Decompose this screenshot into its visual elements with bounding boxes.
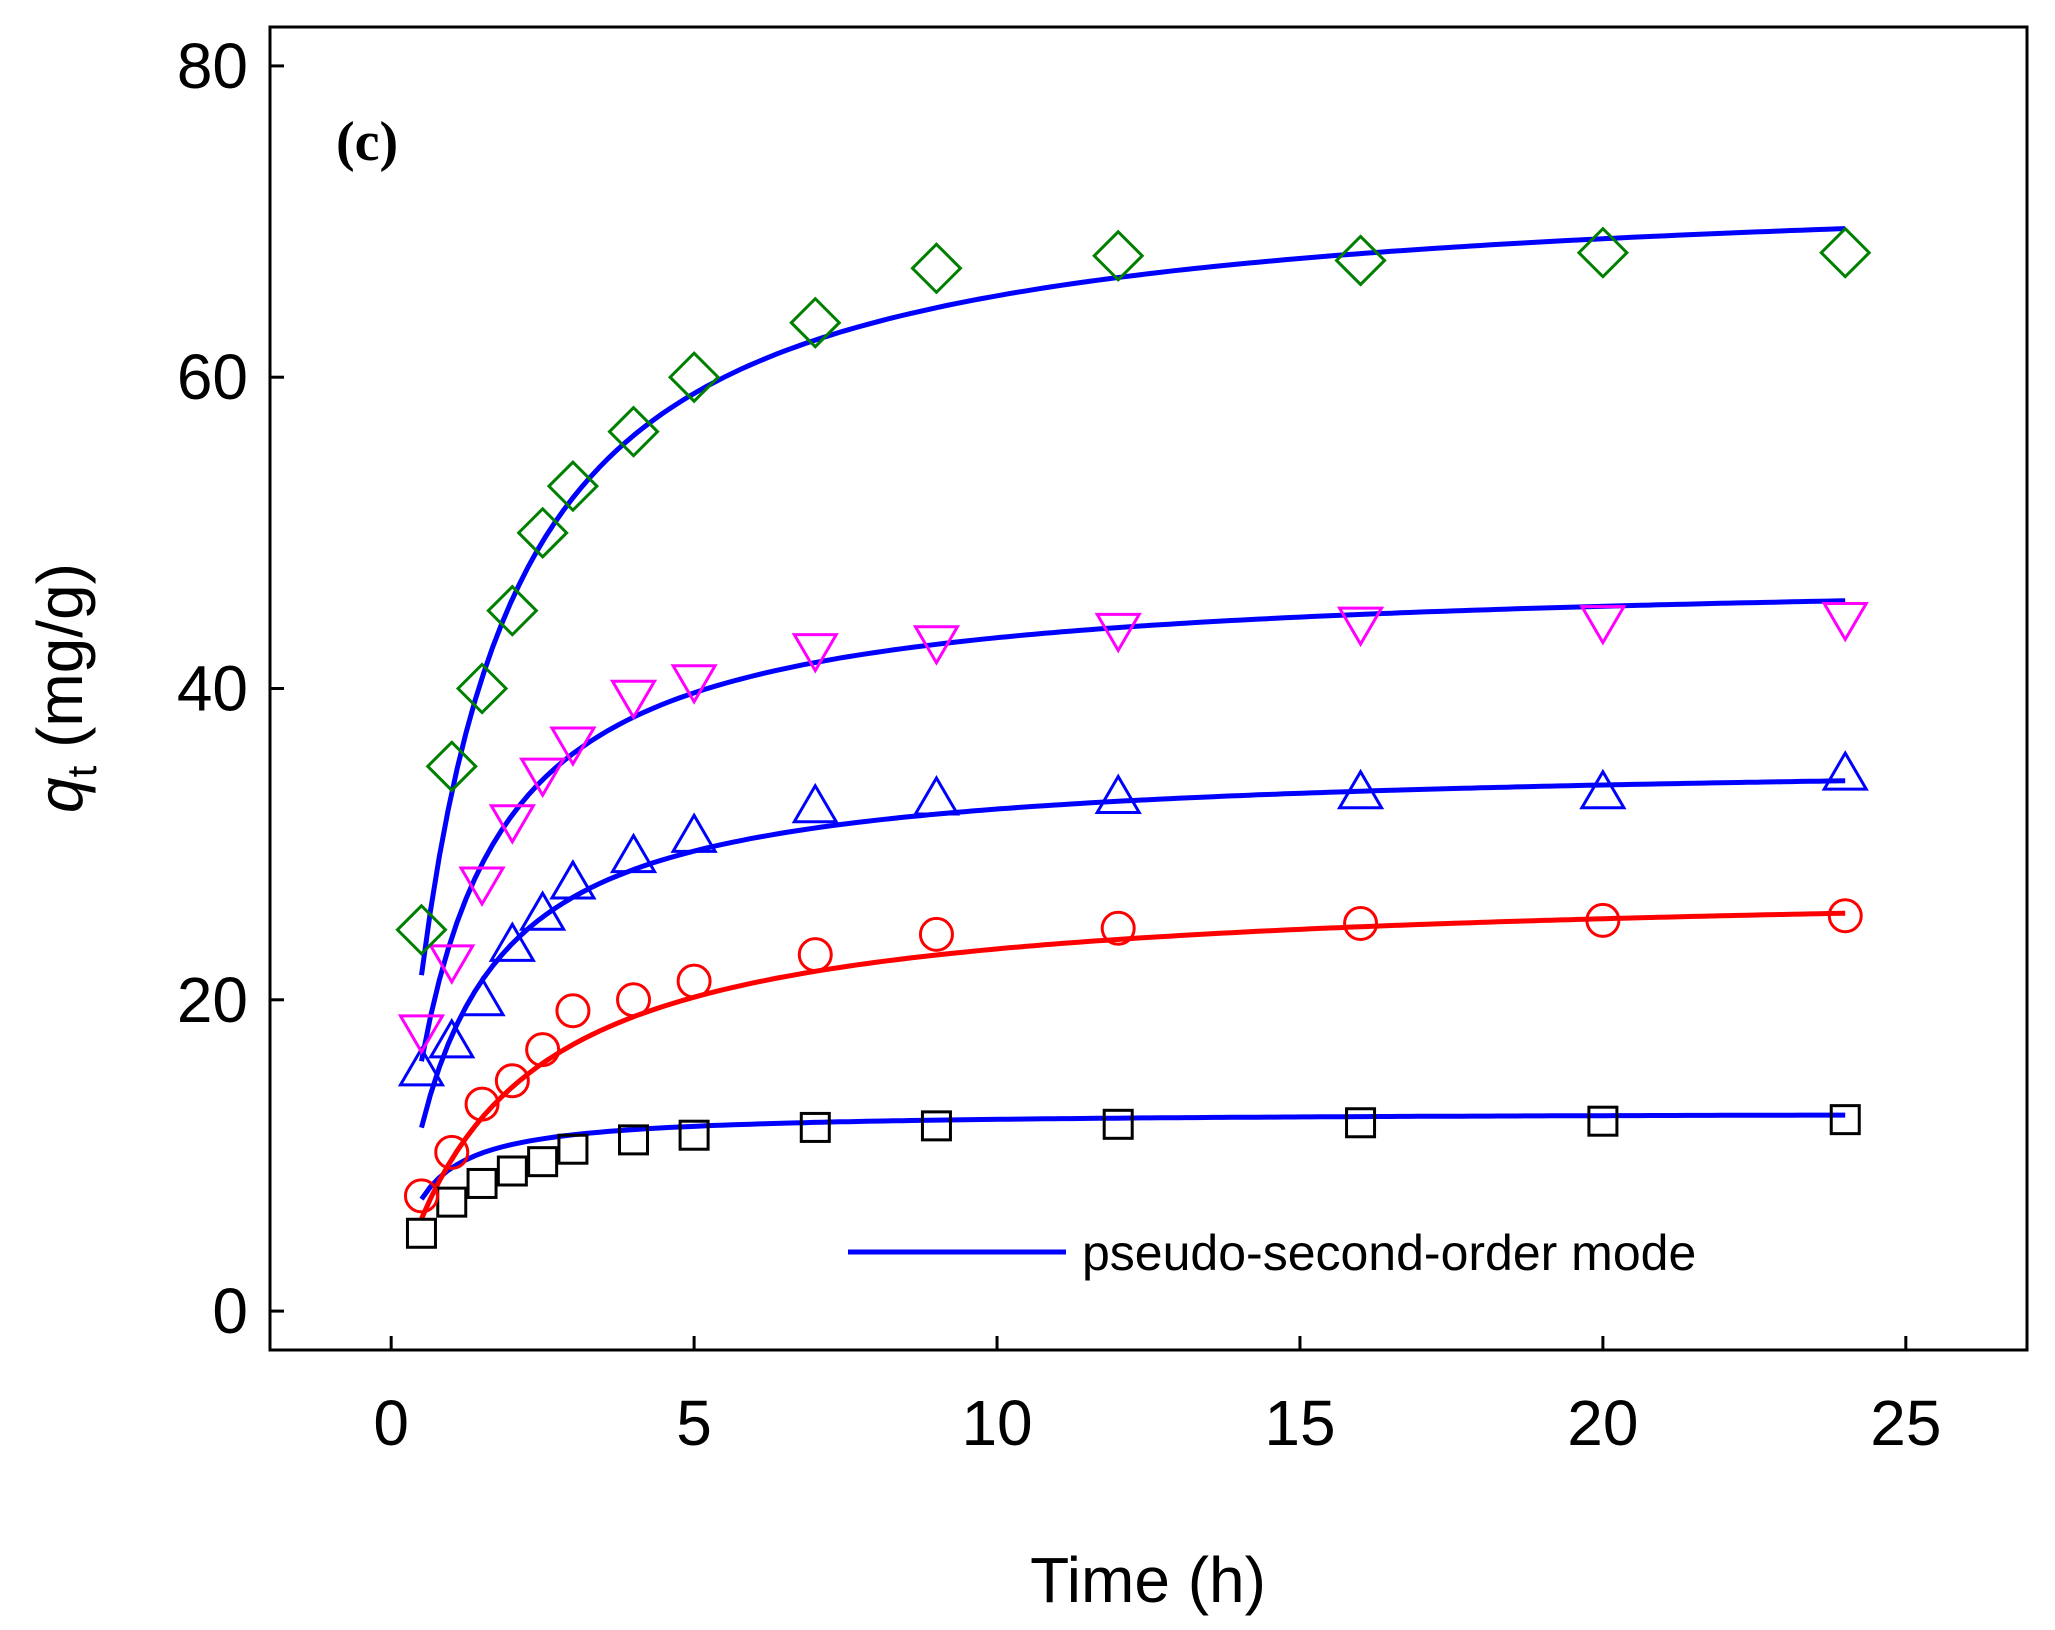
marker-diamond xyxy=(607,405,660,458)
marker-circle xyxy=(494,1063,530,1099)
marker-square xyxy=(496,1155,528,1187)
x-axis-title: Time (h) xyxy=(1030,1544,1266,1616)
marker-triangle-up xyxy=(1336,768,1385,810)
marker-triangle-up xyxy=(1821,750,1869,791)
y-tick-label: 40 xyxy=(177,653,248,725)
y-axis-title: qt (mg/g) xyxy=(24,563,105,813)
marker-diamond xyxy=(455,662,509,715)
marker-triangle-down xyxy=(488,804,536,845)
marker-triangle-down xyxy=(791,633,839,674)
marker-diamond xyxy=(1092,229,1145,282)
marker-triangle-up xyxy=(397,1045,446,1087)
x-tick-label: 20 xyxy=(1567,1387,1638,1459)
marker-triangle-up xyxy=(428,1017,476,1059)
marker-circle xyxy=(1585,902,1621,938)
marker-triangle-down xyxy=(609,679,658,721)
marker-circle xyxy=(464,1086,500,1122)
y-tick-label: 20 xyxy=(177,964,248,1036)
marker-triangle-down xyxy=(1094,612,1142,654)
legend: pseudo-second-order mode xyxy=(848,1225,1696,1281)
y-tick-label: 80 xyxy=(177,30,248,102)
marker-square xyxy=(557,1133,589,1165)
marker-square xyxy=(1587,1105,1619,1137)
marker-circle xyxy=(797,937,833,973)
axis-ticks: 0 5 10 15 20 25 0 20 40 60 80 xyxy=(177,30,1942,1459)
marker-diamond xyxy=(789,296,842,349)
marker-diamond xyxy=(1334,234,1387,287)
x-tick-label: 10 xyxy=(961,1387,1032,1459)
x-tick-label: 15 xyxy=(1264,1387,1335,1459)
x-tick-label: 0 xyxy=(373,1387,409,1459)
marker-circle xyxy=(918,916,954,952)
y-tick-label: 60 xyxy=(177,341,248,413)
marker-diamond xyxy=(1576,226,1630,279)
marker-triangle-up xyxy=(549,859,597,900)
marker-square xyxy=(618,1124,650,1156)
marker-triangle-down xyxy=(519,757,567,799)
marker-diamond xyxy=(1819,226,1872,279)
marker-diamond xyxy=(516,506,569,559)
x-tick-label: 5 xyxy=(676,1387,712,1459)
marker-circle xyxy=(616,982,652,1018)
marker-triangle-down xyxy=(397,1014,446,1055)
marker-circle xyxy=(555,993,591,1029)
marker-square xyxy=(405,1217,437,1249)
marker-triangle-up xyxy=(458,975,506,1017)
y-tick-label: 0 xyxy=(212,1275,248,1347)
marker-triangle-down xyxy=(912,625,961,666)
marker-triangle-down xyxy=(670,664,718,705)
marker-square xyxy=(436,1186,468,1218)
marker-circle xyxy=(1100,910,1136,946)
marker-square xyxy=(466,1167,498,1199)
marker-circle xyxy=(1827,898,1863,934)
marker-square xyxy=(1102,1108,1134,1140)
marker-circle xyxy=(434,1134,470,1170)
marker-triangle-down xyxy=(1336,606,1385,648)
y-axis-title-main: q xyxy=(24,777,96,813)
panel-label: (c) xyxy=(336,111,398,173)
marker-diamond xyxy=(546,460,600,513)
marker-triangle-up xyxy=(670,812,718,853)
marker-square xyxy=(527,1146,559,1178)
marker-circle xyxy=(1343,906,1379,942)
marker-triangle-up xyxy=(519,890,567,931)
marker-square xyxy=(799,1111,831,1143)
marker-circle xyxy=(676,963,712,999)
marker-triangle-down xyxy=(428,944,476,985)
marker-circle xyxy=(403,1178,439,1214)
fit-curve-diamond xyxy=(419,226,1846,976)
marker-triangle-up xyxy=(791,782,839,824)
y-axis-title-sub: t xyxy=(58,765,105,777)
marker-triangle-down xyxy=(1821,601,1869,643)
marker-triangle-up xyxy=(1579,768,1627,810)
marker-diamond xyxy=(425,740,478,793)
marker-triangle-down xyxy=(549,726,597,767)
fit-curve-triangle-up xyxy=(419,778,1846,1129)
marker-square xyxy=(678,1119,710,1151)
marker-triangle-down xyxy=(458,866,506,908)
fit-curve-circle xyxy=(419,910,1846,1220)
x-tick-label: 25 xyxy=(1870,1387,1941,1459)
legend-label: pseudo-second-order mode xyxy=(1082,1225,1696,1281)
marker-diamond xyxy=(486,584,539,637)
plot-frame xyxy=(268,25,2029,1352)
marker-square xyxy=(920,1110,952,1142)
fit-curve-triangle-down xyxy=(419,598,1846,1062)
marker-triangle-up xyxy=(1094,773,1142,814)
marker-diamond xyxy=(910,242,963,295)
fit-curves xyxy=(419,226,1846,1220)
marker-square xyxy=(1829,1104,1861,1136)
marker-triangle-down xyxy=(1579,605,1627,646)
marker-triangle-up xyxy=(488,921,536,962)
marker-triangle-up xyxy=(912,775,961,816)
marker-diamond xyxy=(667,351,721,404)
marker-circle xyxy=(525,1032,561,1068)
marker-square xyxy=(1345,1107,1377,1139)
marker-diamond xyxy=(395,903,448,956)
data-markers xyxy=(395,226,1872,1249)
y-axis-title-unit: (mg/g) xyxy=(24,563,96,766)
marker-triangle-up xyxy=(609,832,658,874)
